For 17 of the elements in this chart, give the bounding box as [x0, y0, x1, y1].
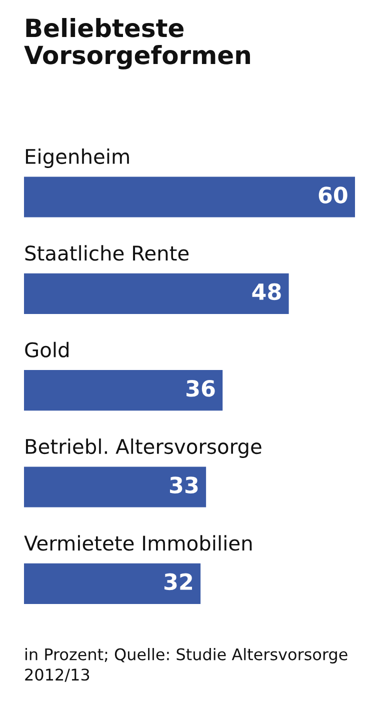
y-tick-label: Staatliche Rente	[25, 245, 189, 261]
y-tick-label: Gold	[25, 342, 68, 358]
y-tick-label: Betriebl. Altersvorsorge	[26, 438, 262, 458]
y-tick-label: Eigenheim	[26, 148, 129, 168]
data-label: 33	[170, 476, 198, 494]
bar	[24, 563, 201, 604]
bar	[24, 176, 355, 218]
data-label: 60	[318, 186, 348, 204]
text: in Prozent; Quelle: Studie Altersvorsorge 2012/13	[25, 648, 348, 682]
y-tick-label: Vermietete Immobilien	[24, 535, 252, 551]
bar	[24, 466, 206, 508]
data-label: 48	[252, 283, 281, 300]
bar	[24, 370, 223, 411]
data-label: 36	[186, 380, 215, 397]
bar	[24, 273, 289, 314]
chart-title: Beliebteste Vorsorgeformen	[24, 18, 250, 70]
data-label: 32	[164, 573, 192, 590]
